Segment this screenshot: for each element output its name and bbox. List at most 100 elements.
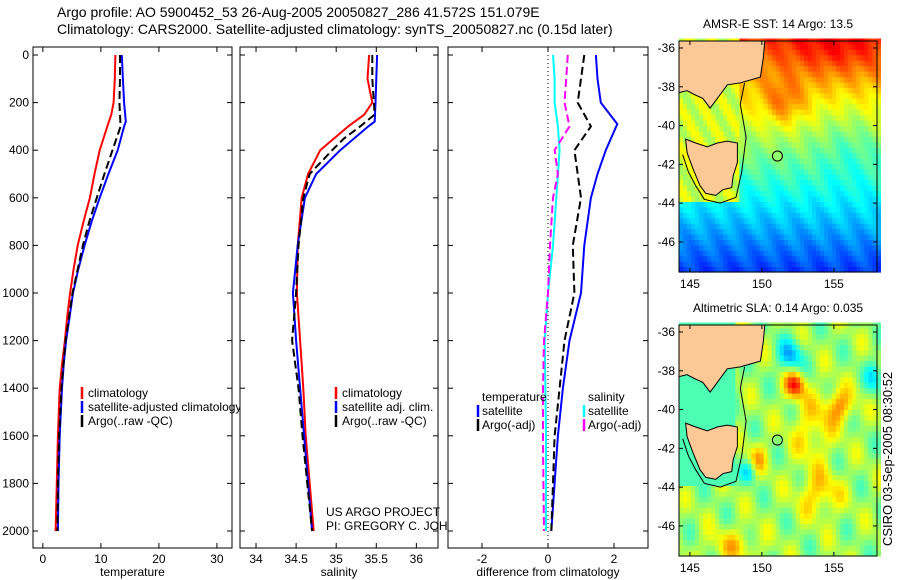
x-axis-label: difference from climatology xyxy=(476,565,619,579)
map-cell xyxy=(683,119,688,126)
map-cell xyxy=(803,109,809,116)
map-cell xyxy=(779,234,785,240)
map-cell xyxy=(755,217,761,224)
map-cell xyxy=(779,360,785,367)
map-cell xyxy=(864,239,869,246)
map-cell xyxy=(876,344,881,351)
map-cell xyxy=(779,512,785,519)
map-cell xyxy=(856,43,861,50)
y-tick-label: -44 xyxy=(658,196,676,210)
map-cell xyxy=(739,163,744,170)
map-cell xyxy=(771,114,777,121)
map-cell xyxy=(832,98,837,105)
map-cell xyxy=(783,485,789,492)
map-cell xyxy=(848,523,853,530)
map-cell xyxy=(771,420,777,427)
map-cell xyxy=(836,43,841,50)
map-cell xyxy=(799,474,805,481)
map-cell xyxy=(699,234,704,240)
map-cell xyxy=(679,550,684,557)
map-cell xyxy=(840,228,845,235)
map-cell xyxy=(687,376,692,383)
map-cell xyxy=(824,371,829,378)
map-cell xyxy=(751,234,757,240)
map-cell xyxy=(852,217,857,224)
map-cell xyxy=(719,98,724,105)
map-cell xyxy=(739,87,744,94)
map-cell xyxy=(787,349,793,356)
map-cell xyxy=(836,496,841,503)
map-cell xyxy=(703,234,708,240)
map-cell xyxy=(844,447,849,454)
map-cell xyxy=(860,196,865,202)
map-cell xyxy=(864,206,869,213)
map-cell xyxy=(852,71,857,78)
map-cell xyxy=(844,81,849,88)
map-cell xyxy=(840,447,845,454)
map-cell xyxy=(864,387,869,394)
map-cell xyxy=(711,507,716,514)
map-cell xyxy=(723,382,728,389)
map-cell xyxy=(807,125,813,132)
map-cell xyxy=(759,98,765,105)
map-cell xyxy=(771,490,777,497)
map-cell xyxy=(683,458,688,465)
map-cell xyxy=(735,534,740,541)
map-cell xyxy=(803,393,809,400)
map-cell xyxy=(775,261,781,268)
map-cell xyxy=(868,244,873,251)
map-cell xyxy=(856,114,861,121)
map-cell xyxy=(695,206,700,213)
map-cell xyxy=(848,376,853,383)
map-cell xyxy=(783,228,789,235)
map-cell xyxy=(699,550,704,557)
map-cell xyxy=(687,474,692,481)
map-cell xyxy=(832,60,837,67)
map-cell xyxy=(699,474,704,481)
map-cell xyxy=(868,523,873,530)
map-cell xyxy=(759,125,765,132)
map-cell xyxy=(767,447,773,454)
map-cell xyxy=(719,255,724,262)
map-cell xyxy=(775,196,781,202)
map-cell xyxy=(687,490,692,497)
map-cell xyxy=(783,376,789,383)
map-cell xyxy=(803,344,809,351)
map-cell xyxy=(783,327,789,334)
map-cell xyxy=(828,327,833,334)
map-cell xyxy=(707,255,712,262)
map-cell xyxy=(812,81,817,88)
map-cell xyxy=(852,382,857,389)
map-cell xyxy=(679,420,684,427)
map-cell xyxy=(699,201,704,208)
map-cell xyxy=(820,223,825,230)
map-cell xyxy=(860,49,865,56)
map-cell xyxy=(775,179,781,186)
map-cell xyxy=(836,190,841,197)
map-cell xyxy=(876,474,881,481)
map-cell xyxy=(739,545,744,552)
map-cell xyxy=(872,114,877,121)
map-cell xyxy=(864,136,869,143)
map-cell xyxy=(759,371,765,378)
map-cell xyxy=(771,344,777,351)
shelf-contour xyxy=(682,82,747,204)
map-cell xyxy=(751,447,757,454)
map-cell xyxy=(779,163,785,170)
map-cell xyxy=(739,512,744,519)
map-cell xyxy=(864,507,869,514)
map-cell xyxy=(683,545,688,552)
map-cell xyxy=(807,119,813,126)
map-cell xyxy=(783,152,789,159)
map-cell xyxy=(864,196,869,202)
map-cell xyxy=(779,49,785,56)
map-cell xyxy=(727,228,732,235)
map-cell xyxy=(719,393,724,400)
map-cell xyxy=(783,158,789,164)
map-cell xyxy=(771,501,777,508)
map-cell xyxy=(687,206,692,213)
map-cell xyxy=(779,250,785,257)
map-cell xyxy=(767,158,773,164)
map-cell xyxy=(743,534,749,541)
map-cell xyxy=(856,234,861,240)
